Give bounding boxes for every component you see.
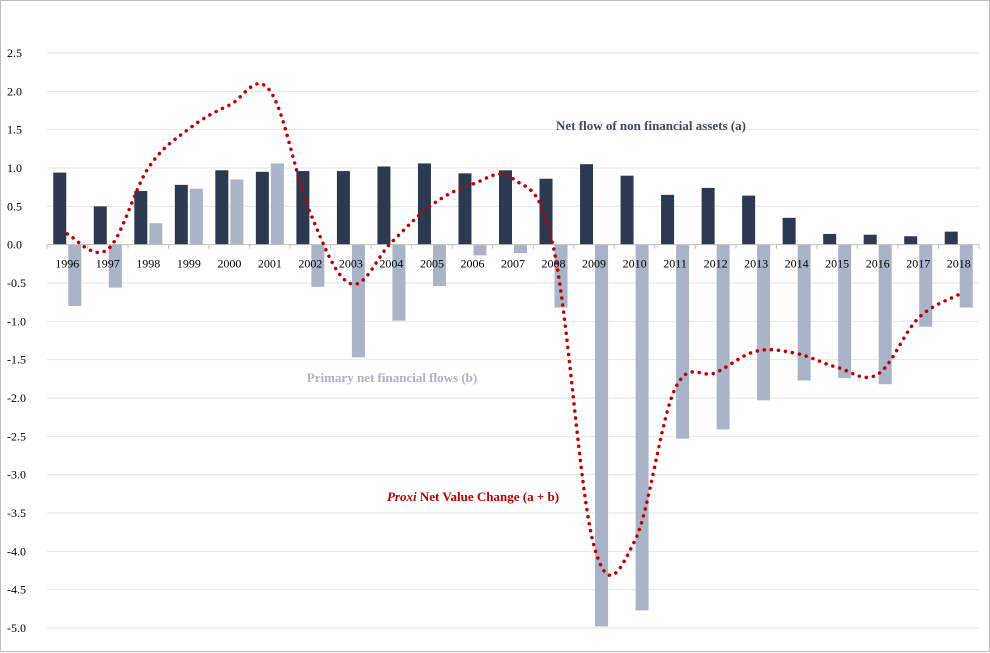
bar-primary-net-financial	[68, 244, 82, 306]
y-tick-label: -5.0	[7, 621, 26, 635]
y-tick-label: -4.5	[7, 583, 26, 597]
bar-primary-net-financial	[514, 244, 527, 254]
y-tick-label: 0.0	[7, 238, 22, 252]
bar-primary-net-financial	[311, 244, 325, 287]
x-tick-label: 1997	[96, 257, 120, 271]
x-tick-label: 1998	[136, 257, 160, 271]
y-axis-labels: 2.5 2.0 1.5 1.0 0.5 0.0 -0.5 -1.0 -1.5 -2.0 -2.5 -3…	[7, 46, 26, 635]
bar-net-flow-non-financial	[255, 171, 269, 245]
bar-primary-net-financial	[757, 244, 771, 401]
x-axis	[46, 244, 980, 249]
x-axis-labels: 1996 1997 1998 1999 2000 2001 2002 2003 2004 2005…	[55, 257, 970, 271]
bar-net-flow-non-financial	[499, 170, 512, 245]
y-tick-label: -4.0	[7, 544, 26, 558]
bar-net-flow-non-financial	[174, 184, 188, 245]
legend-label-net-value-change: Proxi Net Value Change (a + b)	[387, 489, 559, 504]
bar-primary-net-financial	[351, 244, 365, 358]
bar-primary-net-financial	[797, 244, 811, 381]
bar-primary-net-financial	[149, 223, 163, 245]
y-tick-label: 2.5	[7, 46, 22, 60]
x-tick-label: 2003	[339, 257, 363, 271]
bar-net-flow-non-financial	[134, 191, 148, 245]
y-tick-label: -1.0	[7, 314, 26, 328]
bar-primary-net-financial	[554, 244, 568, 308]
y-tick-label: -3.5	[7, 506, 26, 520]
bar-primary-net-financial	[959, 244, 973, 308]
bar-primary-net-financial	[838, 244, 852, 379]
bar-net-flow-non-financial	[296, 171, 310, 245]
bar-net-flow-non-financial	[944, 231, 958, 245]
bar-net-flow-non-financial	[336, 171, 350, 245]
x-tick-label: 2011	[663, 257, 687, 271]
bars	[53, 163, 973, 627]
x-tick-label: 2001	[258, 257, 282, 271]
x-tick-label: 2014	[785, 257, 809, 271]
legend-label-prefix: Proxi	[387, 489, 417, 504]
bar-net-flow-non-financial	[93, 206, 107, 245]
bar-primary-net-financial	[189, 188, 203, 245]
y-tick-label: -3.0	[7, 468, 26, 482]
y-tick-label: -2.5	[7, 429, 26, 443]
bar-primary-net-financial	[635, 244, 649, 611]
bar-net-flow-non-financial	[742, 195, 756, 245]
bar-net-flow-non-financial	[215, 170, 229, 245]
bar-net-flow-non-financial	[377, 166, 391, 245]
bar-net-flow-non-financial	[904, 236, 918, 245]
y-tick-label: -0.5	[7, 276, 26, 290]
x-tick-label: 1999	[177, 257, 201, 271]
bar-net-flow-non-financial	[580, 164, 594, 245]
x-tick-label: 2005	[420, 257, 444, 271]
bar-primary-net-financial	[432, 244, 446, 287]
bar-net-flow-non-financial	[863, 234, 877, 245]
grid-lines	[47, 52, 979, 629]
x-tick-label: 2007	[501, 257, 525, 271]
x-tick-label: 2015	[825, 257, 849, 271]
bar-net-flow-non-financial	[701, 187, 715, 245]
legend-label-net-flow-non-financial: Net flow of non financial assets (a)	[556, 118, 746, 133]
x-tick-label: 2009	[582, 257, 606, 271]
x-tick-label: 2008	[542, 257, 566, 271]
bar-primary-net-financial	[878, 244, 892, 385]
y-tick-label: 1.5	[7, 123, 22, 137]
annotations: Net flow of non financial assets (a) Pri…	[307, 118, 746, 504]
bar-net-flow-non-financial	[620, 175, 634, 245]
bar-net-flow-non-financial	[458, 173, 472, 245]
y-tick-label: -1.5	[7, 353, 26, 367]
x-tick-label: 2012	[704, 257, 728, 271]
x-tick-label: 2000	[217, 257, 241, 271]
bar-net-flow-non-financial	[417, 163, 431, 245]
legend-label-primary-net-financial: Primary net financial flows (b)	[307, 370, 477, 385]
x-tick-label: 2010	[623, 257, 647, 271]
x-tick-label: 2016	[866, 257, 890, 271]
line-net-value-change	[65, 82, 961, 577]
bar-primary-net-financial	[270, 163, 284, 245]
bar-primary-net-financial	[676, 244, 690, 439]
y-tick-label: 1.0	[7, 161, 22, 175]
bar-net-flow-non-financial	[53, 172, 67, 245]
net-value-line	[65, 82, 961, 577]
bar-net-flow-non-financial	[823, 233, 837, 245]
x-tick-label: 2018	[947, 257, 971, 271]
x-tick-label: 1996	[55, 257, 79, 271]
bar-primary-net-financial	[392, 244, 406, 321]
y-tick-label: 0.5	[7, 199, 22, 213]
bar-primary-net-financial	[716, 244, 730, 430]
bar-net-flow-non-financial	[661, 194, 675, 245]
x-tick-label: 2004	[379, 257, 403, 271]
bar-primary-net-financial	[108, 244, 122, 288]
bar-net-flow-non-financial	[782, 217, 796, 245]
x-tick-label: 2002	[298, 257, 322, 271]
bar-primary-net-financial	[595, 244, 609, 627]
legend-label-main: Net Value Change (a + b)	[420, 489, 559, 504]
bar-primary-net-financial	[230, 179, 244, 245]
bar-primary-net-financial	[919, 244, 933, 327]
x-tick-label: 2006	[460, 257, 484, 271]
x-tick-label: 2013	[744, 257, 768, 271]
bar-primary-net-financial	[473, 244, 487, 256]
y-tick-label: 2.0	[7, 84, 22, 98]
y-tick-label: -2.0	[7, 391, 26, 405]
x-tick-label: 2017	[906, 257, 930, 271]
